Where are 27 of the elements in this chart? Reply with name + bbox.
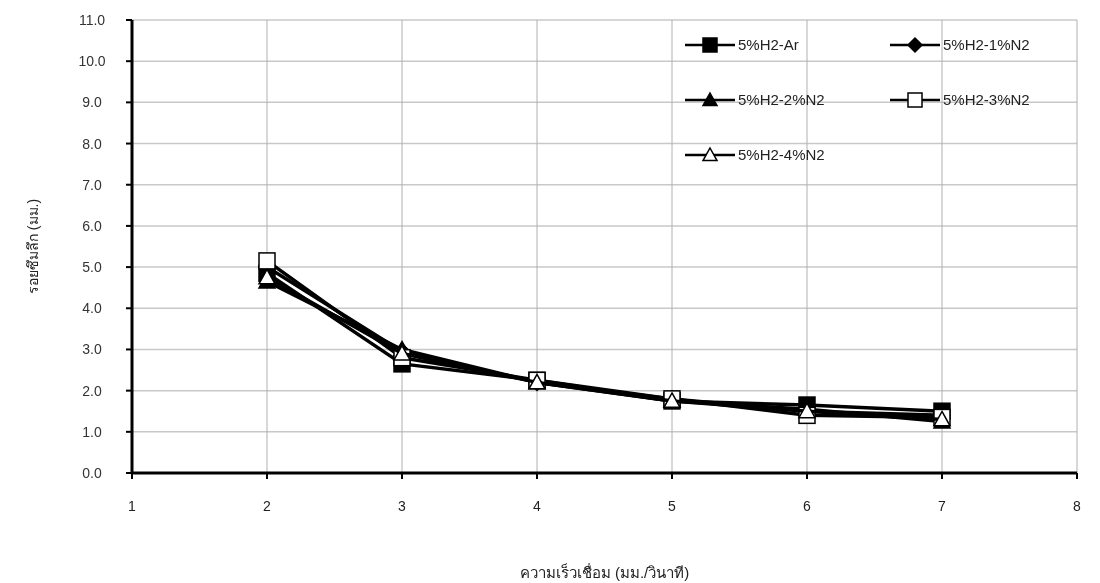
y-tick-label: 0.0 xyxy=(82,465,102,481)
y-tick-label: 5.0 xyxy=(82,259,102,276)
y-tick-label: 7.0 xyxy=(82,176,102,193)
y-tick-label: 6.0 xyxy=(82,217,102,234)
x-tick-label: 1 xyxy=(128,498,137,514)
y-tick-label: 9.0 xyxy=(82,94,102,111)
x-tick-label: 6 xyxy=(803,498,812,514)
legend-label: 5%H2-Ar xyxy=(738,36,799,53)
y-tick-label: 2.0 xyxy=(82,382,102,399)
x-axis-title: ความเร็วเชื่อม (มม./วินาที) xyxy=(519,562,690,581)
x-tick-label: 4 xyxy=(533,498,542,514)
x-tick-label: 7 xyxy=(938,498,947,514)
y-tick-label: 11.0 xyxy=(78,12,106,28)
legend-label: 5%H2-3%N2 xyxy=(943,91,1030,108)
y-tick-label: 4.0 xyxy=(82,300,102,317)
legend-label: 5%H2-1%N2 xyxy=(943,36,1030,53)
y-tick-label: 8.0 xyxy=(82,135,102,152)
y-tick-label: 3.0 xyxy=(82,341,102,358)
y-tick-label: 1.0 xyxy=(82,423,102,440)
legend-label: 5%H2-4%N2 xyxy=(738,146,825,163)
y-axis-title: รอยซึมลึก (มม.) xyxy=(25,198,41,295)
x-tick-label: 2 xyxy=(263,498,272,514)
x-tick-label: 8 xyxy=(1073,498,1082,514)
x-tick-label: 3 xyxy=(398,498,407,514)
y-tick-label: 10.0 xyxy=(78,53,106,70)
x-tick-label: 5 xyxy=(668,498,677,514)
legend-label: 5%H2-2%N2 xyxy=(738,91,825,108)
